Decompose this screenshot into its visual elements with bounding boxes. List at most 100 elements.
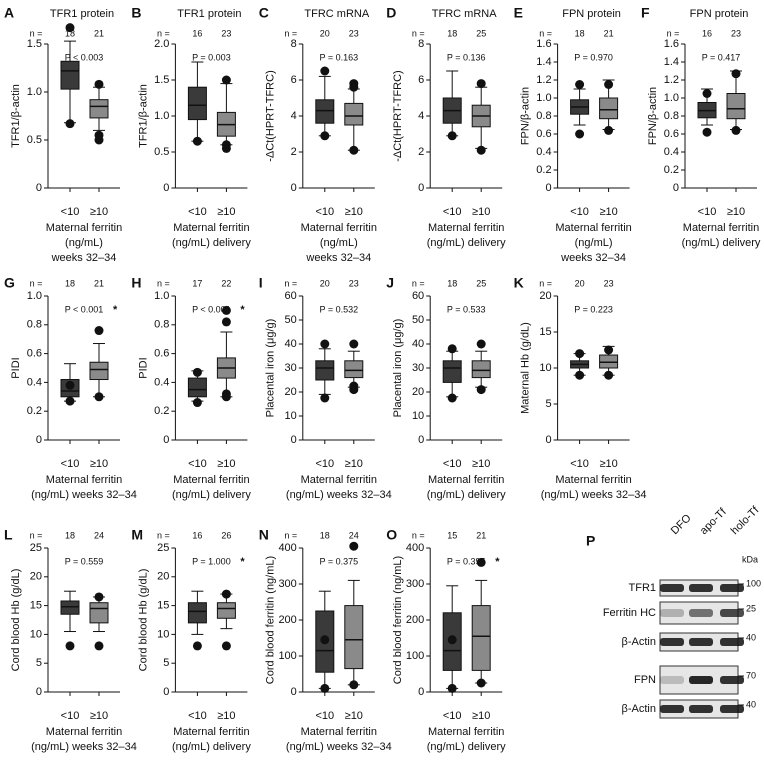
box <box>344 102 364 126</box>
y-tick-label: 0 <box>673 182 679 194</box>
n-count: 18 <box>575 28 585 38</box>
x-tick-label: ≥10 <box>472 206 490 218</box>
x-axis-label: Maternal ferritin <box>428 222 504 234</box>
n-label: n = <box>157 530 170 540</box>
n-count: 18 <box>65 530 75 540</box>
y-tick-label: 300 <box>278 578 296 590</box>
outlier <box>476 79 486 89</box>
y-axis-label: PIDI <box>10 357 22 378</box>
lane-label: apo-Tf <box>698 505 730 537</box>
y-tick-label: 0 <box>418 434 424 446</box>
x-axis-label: (ng/mL) weeks 32–34 <box>31 741 137 753</box>
x-axis-label: Maternal ferritin <box>46 222 122 234</box>
x-tick-label: ≥10 <box>345 710 363 722</box>
p-value: P < 0.001 <box>65 304 104 314</box>
n-count: 15 <box>447 530 457 540</box>
outlier <box>320 131 330 141</box>
outlier <box>476 557 486 567</box>
y-tick-label: 5 <box>36 657 42 669</box>
panel-title: TFRC mRNA <box>304 8 369 20</box>
band <box>720 609 744 617</box>
y-tick-label: 0.8 <box>27 319 42 331</box>
x-tick-label: ≥10 <box>217 206 235 218</box>
panel-letter: I <box>259 275 263 291</box>
y-axis-label: Cord blood ferritin (ng/mL) <box>265 556 277 684</box>
n-label: n = <box>412 530 425 540</box>
significance-mark: * <box>495 556 500 568</box>
n-count: 21 <box>94 28 104 38</box>
band <box>660 584 684 592</box>
p-value: P = 0.532 <box>319 304 358 314</box>
y-tick-label: 1.5 <box>27 38 42 50</box>
y-tick-label: 100 <box>278 650 296 662</box>
y-tick-label: 30 <box>285 362 297 374</box>
box <box>89 99 109 119</box>
x-axis-label: Maternal ferritin <box>555 474 631 486</box>
panel-letter: J <box>386 275 394 291</box>
outlier <box>320 393 330 403</box>
y-tick-label: 20 <box>539 290 551 302</box>
x-tick-label: ≥10 <box>727 206 745 218</box>
y-axis-label: Cord blood ferritin (ng/mL) <box>392 556 404 684</box>
outlier <box>192 136 202 146</box>
n-label: n = <box>30 530 43 540</box>
n-count: 20 <box>320 278 330 288</box>
x-axis-label: (ng/mL) <box>320 237 358 249</box>
y-tick-label: 200 <box>406 614 424 626</box>
n-count: 23 <box>604 278 614 288</box>
box <box>344 605 364 670</box>
y-tick-label: 4 <box>291 110 297 122</box>
x-axis-label: Maternal ferritin <box>173 726 249 738</box>
outlier <box>349 339 359 349</box>
y-tick-label: 0.6 <box>154 348 169 360</box>
x-axis-label: Maternal ferritin <box>301 222 377 234</box>
outlier <box>94 326 104 336</box>
panel: B TFR1 protein n = 16 23 0 0.5 1.0 1.5 2.0 TFR1/β-… <box>131 5 251 249</box>
y-tick-label: 0.2 <box>154 405 169 417</box>
y-tick-label: 15 <box>539 326 551 338</box>
y-tick-label: 10 <box>157 628 169 640</box>
x-axis-label: Maternal ferritin <box>555 222 631 234</box>
panel-letter: M <box>131 527 143 543</box>
x-tick-label: <10 <box>570 458 589 470</box>
band <box>660 638 684 646</box>
x-axis-label: (ng/mL) weeks 32–34 <box>286 741 392 753</box>
y-tick-label: 0.5 <box>154 146 169 158</box>
y-tick-label: 2.0 <box>154 38 169 50</box>
outlier <box>447 131 457 141</box>
lane-label: holo-Tf <box>729 504 762 537</box>
n-count: 23 <box>731 28 741 38</box>
y-tick-label: 8 <box>291 38 297 50</box>
y-tick-label: 0 <box>545 182 551 194</box>
n-label: n = <box>539 278 552 288</box>
y-tick-label: 30 <box>412 362 424 374</box>
panel-letter: P <box>586 533 595 549</box>
p-value: P = 0.136 <box>447 52 486 62</box>
outlier <box>94 592 104 602</box>
n-count: 21 <box>604 28 614 38</box>
y-tick-label: 2 <box>418 146 424 158</box>
row-label: β-Actin <box>622 703 656 715</box>
x-axis-label: Maternal ferritin <box>173 474 249 486</box>
panel-title: FPN protein <box>562 8 621 20</box>
marker-label: 40 <box>746 632 756 642</box>
outlier <box>65 23 75 33</box>
y-tick-label: 60 <box>285 290 297 302</box>
x-axis-label: (ng/mL) <box>65 237 103 249</box>
y-tick-label: 50 <box>412 314 424 326</box>
outlier <box>575 370 585 380</box>
y-tick-label: 1.0 <box>664 92 679 104</box>
row-label: FPN <box>634 674 656 686</box>
x-tick-label: <10 <box>443 458 462 470</box>
outlier <box>320 66 330 76</box>
panel: C TFRC mRNA n = 20 23 0 2 4 6 8 -ΔCt(HPRT-TFRC) P =… <box>259 5 377 264</box>
y-tick-label: 200 <box>278 614 296 626</box>
row-label: β-Actin <box>622 636 656 648</box>
box <box>471 605 491 671</box>
n-count: 18 <box>65 28 75 38</box>
x-axis-label: Maternal ferritin <box>173 222 249 234</box>
y-tick-label: 6 <box>291 74 297 86</box>
